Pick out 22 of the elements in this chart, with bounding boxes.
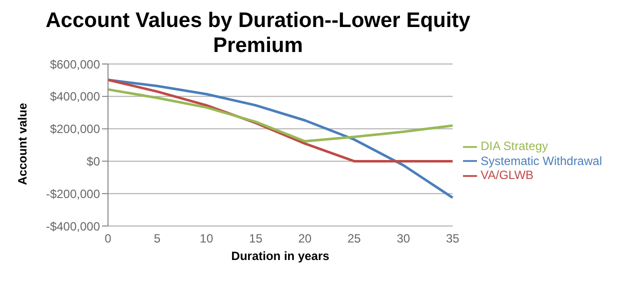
x-tick-label: 0 <box>104 232 112 246</box>
x-tick-label: 30 <box>396 232 410 246</box>
y-axis-title: Account value <box>15 102 30 185</box>
y-tick-label: $400,000 <box>50 90 100 104</box>
y-tick-label: -$400,000 <box>46 219 100 234</box>
chart-title: Account Values by Duration--Lower Equity Premium <box>44 8 472 58</box>
x-tick-label: 25 <box>347 232 362 246</box>
legend-label: DIA Strategy <box>480 138 548 153</box>
legend-label: VA/GLWB <box>480 168 534 182</box>
x-axis-title: Duration in years <box>231 249 330 263</box>
x-tick-label: 35 <box>446 232 460 246</box>
legend-label: Systematic Withdrawal <box>480 154 602 168</box>
y-tick-label: $0 <box>86 154 100 168</box>
y-tick-label: $600,000 <box>50 57 100 72</box>
x-tick-label: 10 <box>200 232 214 246</box>
x-tick-label: 5 <box>154 232 161 246</box>
y-tick-label: $200,000 <box>50 122 100 136</box>
x-tick-label: 15 <box>249 232 263 246</box>
line-series <box>106 78 454 199</box>
x-tick-label: 20 <box>298 232 312 246</box>
line-series <box>106 88 454 143</box>
y-tick-label: -$200,000 <box>46 186 100 201</box>
